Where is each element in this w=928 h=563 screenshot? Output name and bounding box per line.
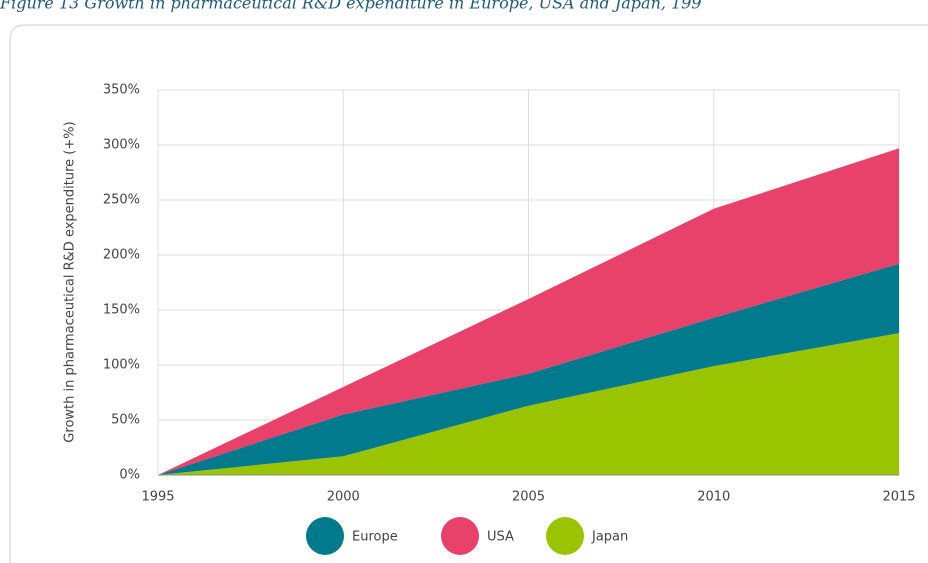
y-tick-label: 0% bbox=[119, 468, 140, 483]
legend-swatch bbox=[546, 517, 584, 555]
y-tick-label: 100% bbox=[103, 358, 140, 373]
y-tick-label: 250% bbox=[103, 193, 140, 208]
y-tick-label: 50% bbox=[111, 413, 140, 428]
x-tick-label: 2005 bbox=[512, 490, 545, 505]
y-tick-label: 300% bbox=[103, 138, 140, 153]
x-tick-label: 2000 bbox=[327, 490, 360, 505]
y-tick-label: 350% bbox=[103, 83, 140, 98]
y-tick-label: 150% bbox=[103, 303, 140, 318]
x-tick-label: 2015 bbox=[882, 490, 915, 505]
y-tick-label: 200% bbox=[103, 248, 140, 263]
area bbox=[158, 333, 899, 475]
legend-label: Japan bbox=[591, 530, 628, 545]
y-axis-label: Growth in pharmaceutical R&D expenditure… bbox=[63, 121, 78, 442]
area bbox=[158, 148, 899, 476]
chart-title: Figure 13 Growth in pharmaceutical R&D e… bbox=[0, 0, 702, 13]
legend-label: USA bbox=[487, 530, 514, 545]
legend-swatch bbox=[441, 517, 479, 555]
legend-label: Europe bbox=[352, 530, 398, 545]
frame bbox=[9, 24, 928, 563]
area bbox=[158, 263, 899, 475]
x-tick-label: 1995 bbox=[141, 490, 174, 505]
legend-swatch bbox=[306, 517, 344, 555]
x-tick-label: 2010 bbox=[697, 490, 730, 505]
